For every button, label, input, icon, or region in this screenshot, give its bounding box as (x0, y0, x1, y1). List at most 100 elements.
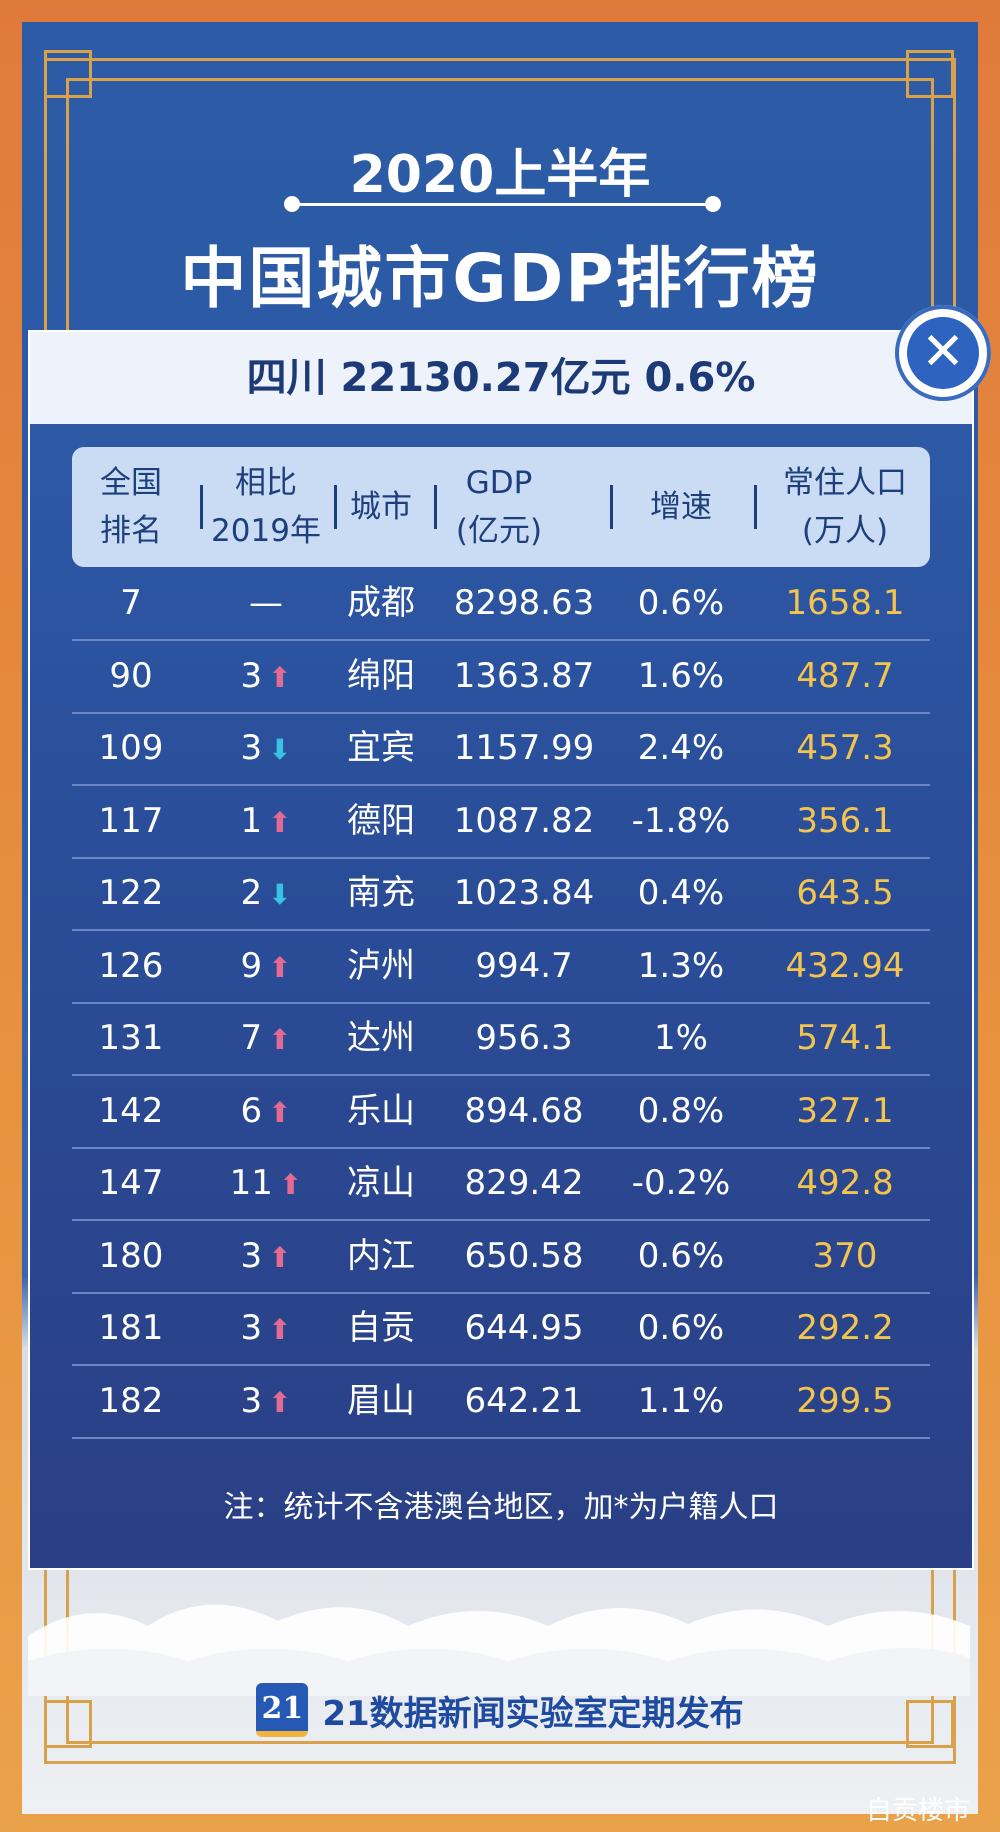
column-header-gdp: GDP (亿元) (438, 447, 560, 567)
cell-population: 292.2 (796, 1308, 894, 1348)
cloud-decoration (28, 1604, 970, 1696)
cell-growth: 1.3% (637, 945, 725, 986)
arrow-up-icon: ⬆ (268, 805, 292, 839)
cell-rank: 109 (98, 728, 164, 768)
column-header-change-line1: 相比 (235, 465, 297, 501)
cell-rank: 7 (120, 583, 142, 623)
column-header-rank-line1: 全国 (100, 465, 162, 501)
cell-growth: -1.8% (631, 800, 731, 841)
gold-corner-square (906, 1700, 954, 1748)
table-row: 182 3 ⬆ 眉山 642.21 1.1% 299.5 (72, 1365, 930, 1439)
table-note: 注：统计不含港澳台地区，加*为户籍人口 (223, 1490, 779, 1525)
gdp-modal: 四川 22130.27亿元 0.6% 全国 排名 相比 2019年 城市 GDP… (28, 330, 974, 1570)
cell-growth: 2.4% (637, 728, 725, 768)
cell-change: 3 ⬆ (206, 1292, 326, 1364)
column-header-gdp-line1: GDP (465, 465, 533, 501)
cell-population: 370 (812, 1235, 878, 1276)
table-row: 122 2 ⬇ 南充 1023.84 0.4% 643.5 (72, 857, 930, 931)
arrow-up-icon: ⬆ (268, 1023, 292, 1056)
cell-gdp: 650.58 (464, 1235, 584, 1276)
change-value: — (249, 583, 283, 623)
cell-growth: 1.6% (637, 655, 725, 696)
table-row: 142 6 ⬆ 乐山 894.68 0.8% 327.1 (72, 1075, 930, 1149)
footer-text: 21数据新闻实验室定期发布 (322, 1693, 744, 1734)
arrow-up-icon: ⬆ (268, 660, 292, 694)
table-row: 147 11 ⬆ 凉山 829.42 -0.2% 492.8 (72, 1147, 930, 1221)
column-header-population: 常住人口 (万人) (760, 447, 930, 567)
cell-population: 299.5 (796, 1380, 894, 1421)
column-separator (200, 485, 203, 529)
column-header-rank-line2: 排名 (100, 513, 162, 549)
cell-population: 487.7 (796, 655, 894, 696)
cell-gdp: 829.42 (464, 1163, 584, 1203)
cell-rank: 147 (98, 1163, 164, 1203)
title-main: 中国城市GDP排行榜 (180, 240, 820, 317)
modal-header: 四川 22130.27亿元 0.6% (30, 332, 972, 424)
cell-gdp: 1023.84 (453, 873, 595, 913)
cell-growth: 0.8% (637, 1090, 725, 1131)
gold-corner-square (44, 1700, 92, 1748)
arrow-up-icon: ⬆ (268, 1313, 292, 1346)
cell-city: 达州 (347, 1018, 415, 1058)
column-header-change: 相比 2019年 (206, 447, 326, 567)
table-row: 131 7 ⬆ 达州 956.3 1% 574.1 (72, 1002, 930, 1076)
title-year: 2020上半年 (349, 145, 651, 205)
column-separator (754, 485, 757, 529)
cell-city: 眉山 (347, 1380, 415, 1421)
cell-gdp: 994.7 (475, 945, 573, 986)
table-row: 126 9 ⬆ 泸州 994.7 1.3% 432.94 (72, 930, 930, 1004)
cell-gdp: 1157.99 (453, 728, 595, 768)
cell-change: 1 ⬆ (206, 785, 326, 857)
cell-rank: 182 (98, 1380, 164, 1421)
footer-credit: 21 21数据新闻实验室定期发布 (0, 1680, 1000, 1740)
cell-city: 泸州 (347, 945, 415, 986)
cell-city: 内江 (347, 1235, 415, 1276)
cell-population: 574.1 (796, 1018, 894, 1058)
cell-growth: 0.4% (637, 873, 725, 913)
cell-city: 成都 (347, 583, 415, 623)
gold-corner-square (44, 50, 92, 98)
arrow-up-icon: ⬆ (268, 1095, 292, 1129)
cell-city: 绵阳 (347, 655, 415, 696)
change-value: 9 (240, 945, 263, 986)
cell-change: 6 ⬆ (206, 1075, 326, 1147)
column-header-gdp-line2: (亿元) (455, 513, 543, 549)
cell-population: 356.1 (796, 800, 894, 841)
cell-growth: 0.6% (637, 583, 725, 623)
cell-change: 2 ⬇ (206, 857, 326, 929)
cell-change: — (206, 567, 326, 639)
cell-gdp: 642.21 (464, 1380, 584, 1421)
cell-gdp: 1363.87 (453, 655, 595, 696)
table-row: 181 3 ⬆ 自贡 644.95 0.6% 292.2 (72, 1292, 930, 1366)
arrow-down-icon: ⬇ (268, 878, 292, 911)
change-value: 3 (240, 655, 263, 696)
cell-population: 327.1 (796, 1090, 894, 1131)
cell-gdp: 894.68 (464, 1090, 584, 1131)
close-icon[interactable]: ✕ (907, 317, 979, 389)
cell-rank: 180 (98, 1235, 164, 1276)
cell-city: 自贡 (347, 1308, 415, 1348)
title-divider (290, 203, 715, 206)
cell-population: 1658.1 (785, 583, 905, 623)
table-row: 90 3 ⬆ 绵阳 1363.87 1.6% 487.7 (72, 640, 930, 714)
change-value: 11 (229, 1163, 273, 1203)
cell-city: 乐山 (347, 1090, 415, 1131)
cell-population: 432.94 (785, 945, 905, 986)
change-value: 3 (240, 728, 263, 768)
cell-population: 457.3 (796, 728, 894, 768)
column-header-change-line2: 2019年 (211, 513, 321, 549)
cell-rank: 122 (98, 873, 164, 913)
arrow-up-icon: ⬆ (268, 1385, 292, 1419)
title-divider-dot (284, 196, 300, 212)
column-separator (434, 485, 437, 529)
column-header-growth: 增速 (650, 489, 712, 525)
close-button[interactable]: ✕ (895, 305, 991, 401)
table-body[interactable]: 7— 成都 8298.63 0.6% 1658.1 90 3 ⬆ 绵阳 1363.87 1.6% 48… (30, 567, 972, 1449)
cell-gdp: 8298.63 (453, 583, 595, 623)
cell-city: 南充 (347, 873, 415, 913)
cell-rank: 126 (98, 945, 164, 986)
cell-rank: 142 (98, 1090, 164, 1131)
table-row: 117 1 ⬆ 德阳 1087.82 -1.8% 356.1 (72, 785, 930, 859)
change-value: 6 (240, 1090, 263, 1131)
table-header: 全国 排名 相比 2019年 城市 GDP (亿元) 增速 常住人口 (万人) (72, 447, 930, 567)
